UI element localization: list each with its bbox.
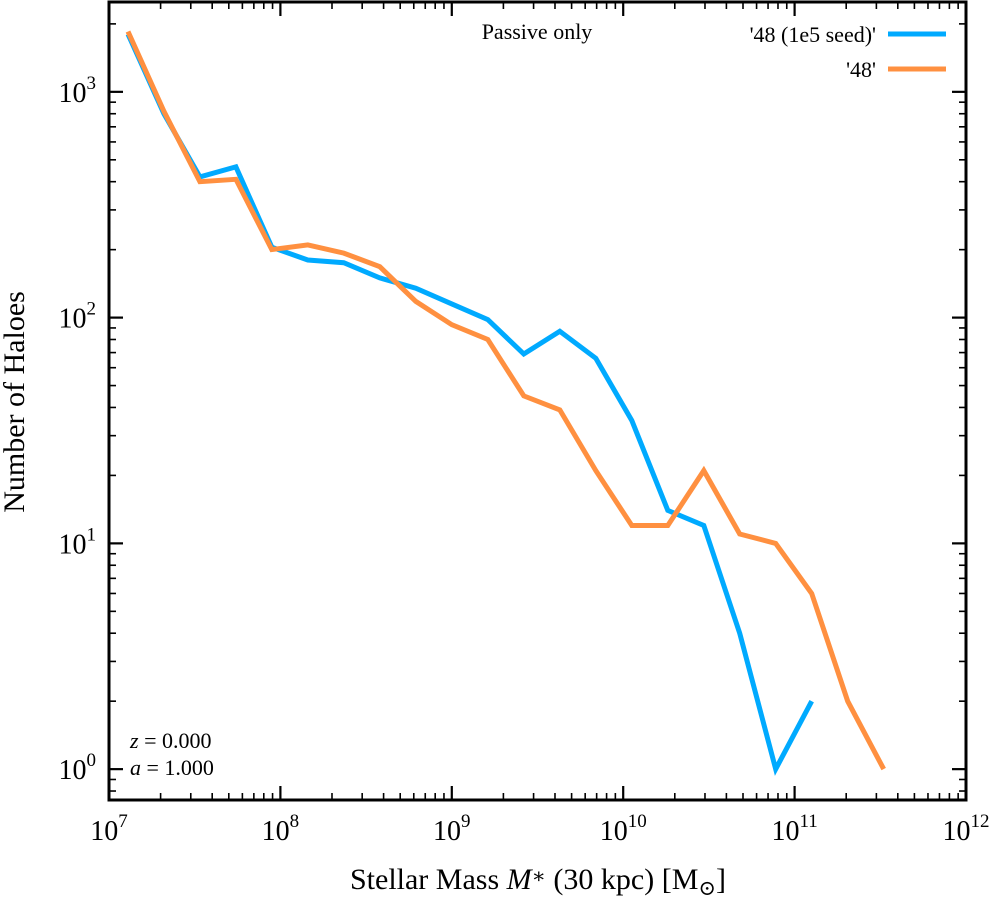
plot-frame xyxy=(107,0,968,802)
x-tick-labels: 107 108 109 1010 1011 1012 xyxy=(90,811,989,847)
y-tick-label: 101 xyxy=(59,524,97,560)
x-tick-label-base: 10 xyxy=(600,816,628,847)
x-tick-label: 1012 xyxy=(943,811,990,847)
y-tick-label: 103 xyxy=(59,73,97,109)
x-tick-label-exponent: 8 xyxy=(290,811,300,832)
y-tick-label-base: 10 xyxy=(59,529,87,560)
series-line-2 xyxy=(125,30,886,771)
x-tick-label: 108 xyxy=(262,811,300,847)
y-tick-label-exponent: 3 xyxy=(87,73,97,94)
major-ticks xyxy=(107,2,968,800)
y-tick-label-base: 10 xyxy=(59,78,87,109)
x-tick-label-exponent: 12 xyxy=(971,811,990,832)
x-tick-label: 1010 xyxy=(600,811,647,847)
y-tick-label-base: 10 xyxy=(59,755,87,786)
x-axis-label-symbol-sub: ∗ xyxy=(532,864,546,888)
x-tick-label: 1011 xyxy=(771,811,817,847)
x-tick-label: 109 xyxy=(433,811,471,847)
x-axis-label-prefix: Stellar Mass xyxy=(350,863,507,896)
legend-label-1: '48 (1e5 seed)' xyxy=(750,22,876,47)
x-axis-label-middle: (30 kpc) [M xyxy=(546,863,698,896)
x-tick-label-exponent: 11 xyxy=(799,811,817,832)
x-tick-label-base: 10 xyxy=(943,816,971,847)
redshift-annotation: z = 0.000 xyxy=(129,728,211,753)
legend-label-2: '48' xyxy=(846,57,876,82)
x-axis-label: Stellar Mass M∗ (30 kpc) [M⊙] xyxy=(350,863,726,900)
series-line-1 xyxy=(125,33,814,776)
y-tick-label-base: 10 xyxy=(59,304,87,335)
x-tick-label-base: 10 xyxy=(262,816,290,847)
y-tick-label: 102 xyxy=(59,299,97,335)
y-axis-label: Number of Haloes xyxy=(0,291,31,513)
y-tick-label-exponent: 0 xyxy=(87,750,97,771)
y-tick-label: 100 xyxy=(59,750,97,786)
y-tick-label-exponent: 2 xyxy=(87,299,97,320)
x-axis-label-suffix: ] xyxy=(716,863,726,896)
x-tick-label-base: 10 xyxy=(90,816,118,847)
scale-factor-annotation: a = 1.000 xyxy=(130,755,214,780)
x-tick-label-base: 10 xyxy=(771,816,799,847)
scale-factor-symbol: a xyxy=(130,755,141,780)
x-tick-label-exponent: 9 xyxy=(461,811,471,832)
passive-only-annotation: Passive only xyxy=(482,19,593,44)
x-tick-label-base: 10 xyxy=(433,816,461,847)
series-lines xyxy=(125,30,886,776)
y-tick-label-exponent: 1 xyxy=(87,524,97,545)
legend: '48 (1e5 seed)' '48' xyxy=(750,22,946,82)
scale-factor-value: = 1.000 xyxy=(141,755,214,780)
x-axis-label-symbol: M xyxy=(506,863,534,896)
redshift-value: = 0.000 xyxy=(139,728,212,753)
x-tick-label: 107 xyxy=(90,811,128,847)
redshift-symbol: z xyxy=(129,728,139,753)
x-tick-label-exponent: 7 xyxy=(118,811,128,832)
x-axis-label-sun: ⊙ xyxy=(698,876,716,900)
x-tick-label-exponent: 10 xyxy=(628,811,647,832)
